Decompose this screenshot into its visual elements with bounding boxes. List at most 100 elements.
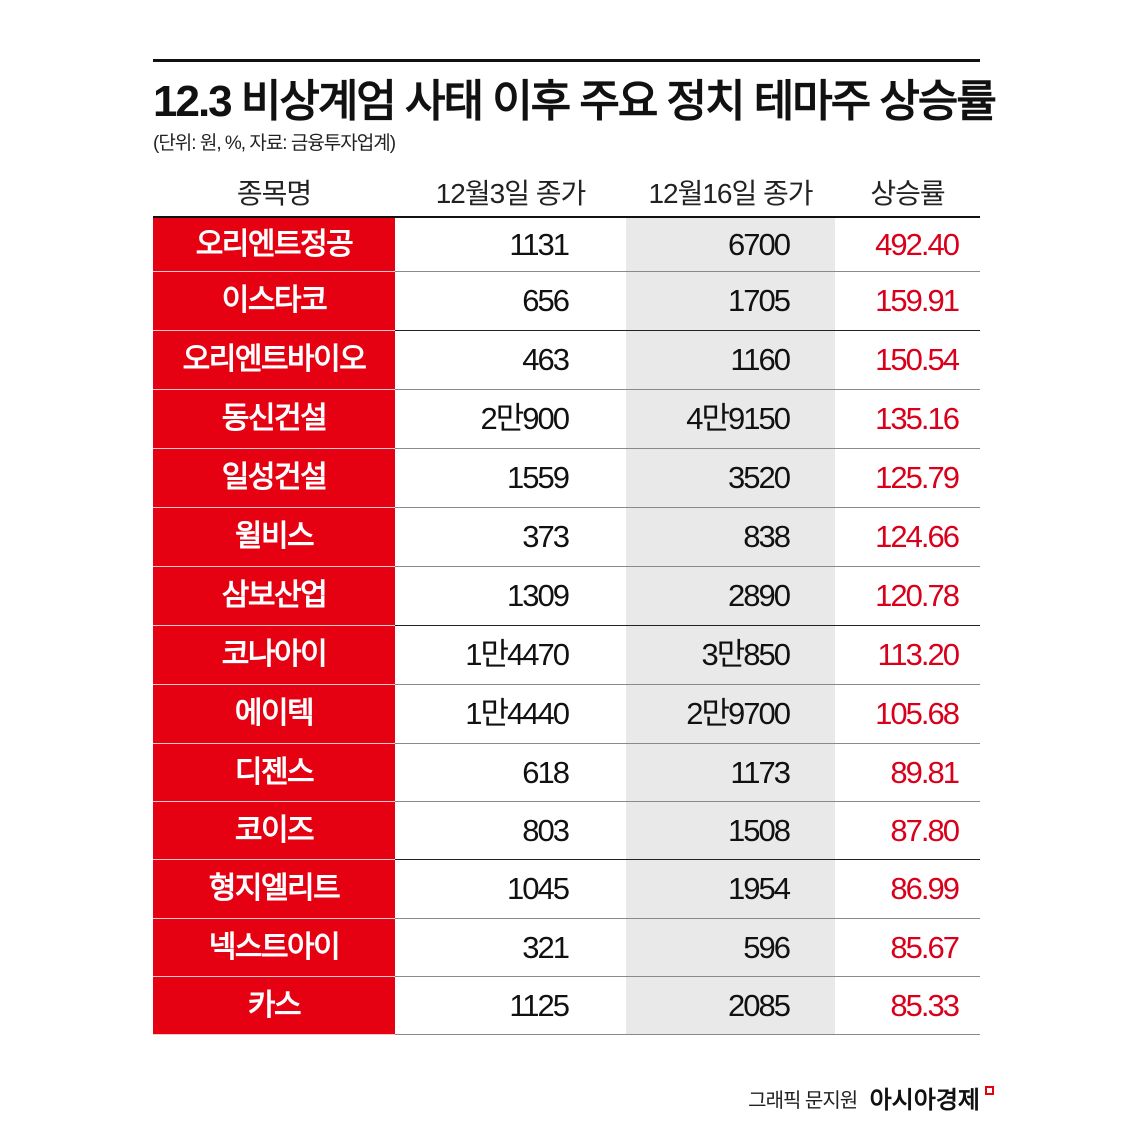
close-dec3: 656	[522, 283, 570, 318]
close-dec3: 1131	[509, 227, 570, 262]
close-dec16: 838	[743, 519, 791, 554]
column-header-name: 종목명	[236, 178, 312, 209]
brand-logo: 아시아경제	[869, 1087, 980, 1114]
row-divider	[153, 918, 395, 919]
stock-name: 이스타코	[153, 272, 395, 330]
close-dec3: 321	[522, 930, 570, 965]
row-divider	[153, 625, 395, 626]
stock-name: 오리엔트바이오	[153, 331, 395, 389]
close-dec3: 618	[522, 755, 570, 790]
rise-rate: 120.78	[875, 578, 960, 613]
row-divider	[395, 389, 980, 390]
table-header: 종목명 12월3일 종가 12월16일 종가 상승률	[153, 172, 980, 216]
row-divider	[153, 743, 395, 744]
row-divider	[153, 389, 395, 390]
rise-rate: 150.54	[875, 342, 960, 377]
row-divider	[153, 566, 395, 567]
close-dec16: 3만850	[701, 637, 791, 672]
rise-rate: 492.40	[875, 227, 960, 262]
row-divider	[153, 507, 395, 508]
stock-name: 디젠스	[153, 744, 395, 801]
table-row: 일성건설 1559 3520 125.79	[153, 449, 980, 508]
row-divider	[395, 271, 980, 272]
close-dec16: 2890	[728, 578, 791, 613]
rise-rate: 135.16	[875, 401, 960, 436]
close-dec3: 2만900	[480, 401, 570, 436]
rise-rate: 105.68	[875, 696, 960, 731]
header-rule	[153, 216, 980, 218]
row-divider	[395, 918, 980, 919]
stock-name: 코나아이	[153, 626, 395, 684]
rise-rate: 87.80	[890, 813, 960, 848]
row-divider	[153, 859, 395, 860]
close-dec3: 1만4440	[465, 696, 570, 731]
table-row: 에이텍 1만4440 2만9700 105.68	[153, 685, 980, 744]
close-dec3: 1559	[507, 460, 570, 495]
brand-mark-icon	[985, 1086, 994, 1095]
table-row: 넥스트아이 321 596 85.67	[153, 919, 980, 977]
close-dec3: 463	[522, 342, 570, 377]
close-dec16: 4만9150	[686, 401, 791, 436]
row-divider	[153, 976, 395, 977]
row-divider	[153, 684, 395, 685]
row-divider	[153, 801, 395, 802]
close-dec3: 373	[522, 519, 570, 554]
rise-rate: 125.79	[875, 460, 960, 495]
footer: 그래픽 문지원 아시아경제	[748, 1084, 994, 1118]
table-row: 형지엘리트 1045 1954 86.99	[153, 860, 980, 919]
close-dec3: 1309	[507, 578, 570, 613]
stock-name: 넥스트아이	[153, 919, 395, 976]
row-divider	[395, 566, 980, 567]
stock-name: 형지엘리트	[153, 860, 395, 918]
table-row: 삼보산업 1309 2890 120.78	[153, 567, 980, 626]
close-dec16: 1160	[730, 342, 791, 377]
close-dec3: 1만4470	[465, 637, 570, 672]
highlight-column	[626, 218, 835, 1035]
stock-name: 윌비스	[153, 508, 395, 566]
table-row: 디젠스 618 1173 89.81	[153, 744, 980, 802]
table-row: 코나아이 1만4470 3만850 113.20	[153, 626, 980, 685]
row-divider	[395, 801, 980, 802]
row-divider	[395, 1034, 980, 1035]
row-divider	[153, 271, 395, 272]
close-dec16: 6700	[728, 227, 791, 262]
table-row: 윌비스 373 838 124.66	[153, 508, 980, 567]
stock-name: 삼보산업	[153, 567, 395, 625]
close-dec3: 803	[522, 813, 570, 848]
close-dec3: 1125	[509, 988, 570, 1023]
rise-rate: 124.66	[875, 519, 960, 554]
table-row: 카스 1125 2085 85.33	[153, 977, 980, 1035]
row-divider	[395, 743, 980, 744]
column-header-dec3: 12월3일 종가	[435, 178, 587, 209]
table-row: 코이즈 803 1508 87.80	[153, 802, 980, 860]
stock-name: 동신건설	[153, 390, 395, 448]
close-dec16: 2085	[728, 988, 791, 1023]
row-divider	[153, 330, 395, 331]
close-dec16: 1508	[728, 813, 791, 848]
row-divider	[395, 330, 980, 331]
close-dec16: 2만9700	[686, 696, 791, 731]
rise-rate: 86.99	[890, 871, 960, 906]
row-divider	[395, 448, 980, 449]
chart-title: 12.3 비상계엄 사태 이후 주요 정치 테마주 상승률	[153, 77, 997, 126]
rise-rate: 159.91	[875, 283, 960, 318]
rise-rate: 85.33	[890, 988, 960, 1023]
row-divider	[395, 625, 980, 626]
close-dec16: 1173	[730, 755, 791, 790]
stock-name: 카스	[153, 977, 395, 1034]
column-header-rate: 상승률	[870, 178, 945, 209]
row-divider	[395, 507, 980, 508]
table-row: 오리엔트정공 1131 6700 492.40	[153, 218, 980, 272]
stock-name: 일성건설	[153, 449, 395, 507]
column-header-dec16: 12월16일 종가	[648, 178, 813, 209]
stock-name: 코이즈	[153, 802, 395, 859]
close-dec16: 3520	[728, 460, 791, 495]
table-row: 오리엔트바이오 463 1160 150.54	[153, 331, 980, 390]
rise-rate: 89.81	[890, 755, 960, 790]
close-dec16: 1954	[728, 871, 791, 906]
row-divider	[395, 684, 980, 685]
chart-subtitle: (단위: 원, %, 자료: 금융투자업계)	[153, 133, 396, 154]
rise-rate: 85.67	[890, 930, 960, 965]
top-rule	[153, 59, 980, 62]
row-divider	[395, 976, 980, 977]
